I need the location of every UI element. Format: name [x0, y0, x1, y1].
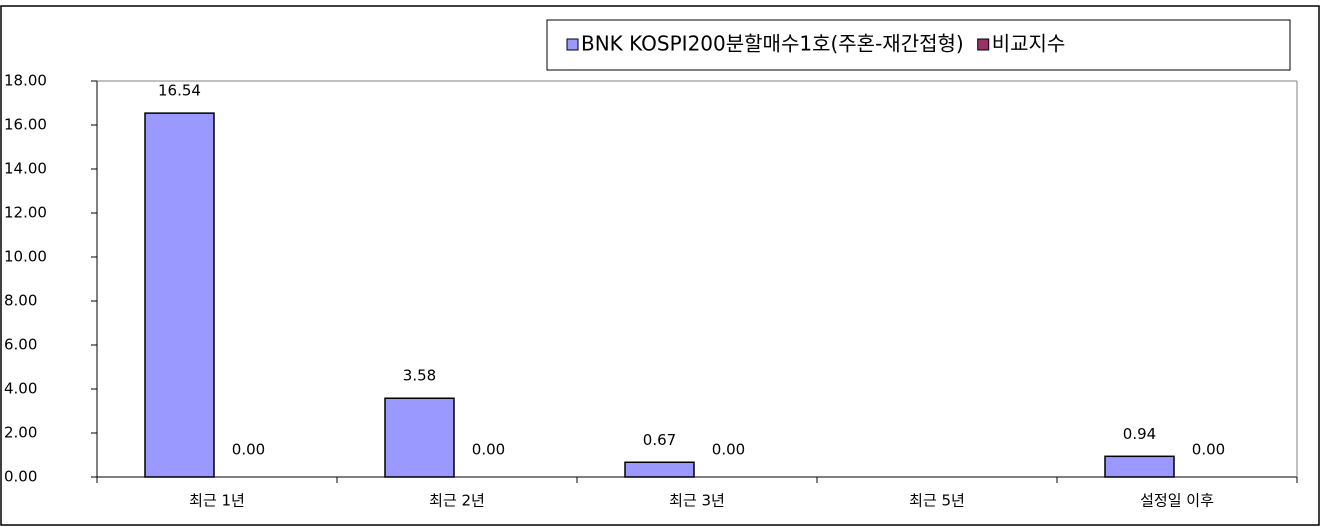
data-label: 0.94 [1123, 425, 1156, 443]
data-label: 16.54 [158, 82, 201, 100]
y-tick-label: 2.00 [4, 424, 37, 442]
y-tick-label: 4.00 [4, 380, 37, 398]
data-label: 0.00 [232, 441, 265, 459]
legend-box [546, 19, 1291, 71]
data-label: 0.00 [712, 441, 745, 459]
data-label: 0.00 [1192, 441, 1225, 459]
chart-border [0, 5, 1320, 526]
legend-swatch [566, 38, 579, 51]
bar [1104, 455, 1175, 478]
x-tick-label: 최근 2년 [429, 492, 485, 510]
y-tick-label: 0.00 [4, 468, 37, 486]
data-label: 3.58 [403, 367, 436, 385]
bar [384, 397, 455, 478]
bar [624, 461, 695, 478]
y-tick-label: 18.00 [4, 72, 47, 90]
data-label: 0.00 [472, 441, 505, 459]
x-tick-label: 최근 5년 [909, 492, 965, 510]
legend-label: 비교지수 [992, 32, 1066, 56]
y-tick-label: 12.00 [4, 204, 47, 222]
x-tick-label: 설정일 이후 [1140, 492, 1214, 510]
y-tick-label: 6.00 [4, 336, 37, 354]
x-tick-label: 최근 3년 [669, 492, 725, 510]
data-label: 0.67 [643, 431, 676, 449]
x-tick-label: 최근 1년 [189, 492, 245, 510]
y-tick-label: 16.00 [4, 116, 47, 134]
legend-swatch [977, 38, 990, 51]
legend-label: BNK KOSPI200분할매수1호(주혼-재간접형) [581, 32, 964, 56]
y-tick-label: 14.00 [4, 160, 47, 178]
y-tick-label: 10.00 [4, 248, 47, 266]
y-tick-label: 8.00 [4, 292, 37, 310]
bar [144, 112, 215, 478]
